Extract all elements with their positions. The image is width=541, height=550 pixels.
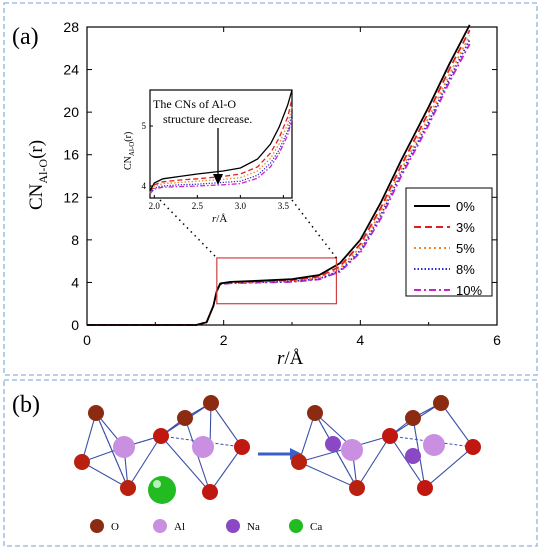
legend-entry: 0% [456,199,475,214]
legend-atom-label: Ca [310,521,322,533]
oxygen-atom [203,395,219,411]
legend-atom-swatch [153,519,167,533]
sodium-atom [325,436,341,452]
inset-x-tick-label: 3.5 [278,201,290,211]
inset-arrow-head [213,174,223,185]
inset-x-tick-label: 2.0 [149,201,161,211]
oxygen-atom [202,484,218,500]
oxygen-atom [120,480,136,496]
legend-entry: 10% [456,283,482,298]
legend-entry: 8% [456,262,475,277]
inset-series-line [149,106,293,193]
panel-a-frame [3,2,538,376]
inset-connector-right [291,199,338,259]
inset-y-axis-label: CNAl-O(r) [123,132,136,170]
highlight-box [216,257,338,305]
inset-y-tick-label: 5 [142,121,147,131]
oxygen-atom [465,439,481,455]
panel-a-label: (a) [12,24,39,50]
inset-series-line [149,118,293,195]
legend-atom-swatch [226,519,240,533]
oxygen-atom [307,405,323,421]
y-tick-label: 12 [63,189,79,205]
inset-ticks: 2.0 2.5 3.0 3.5 4 5 [142,121,290,211]
inset-y-tick-label: 4 [142,181,147,191]
aluminium-atom [113,436,135,458]
y-tick-label: 4 [71,274,79,290]
oxygen-atom [88,405,104,421]
oxygen-atom [153,428,169,444]
structure-after [291,395,481,496]
legend: 0% 3% 5% 8% 10% [405,187,493,298]
oxygen-atom [433,395,449,411]
inset-plot: 2.0 2.5 3.0 3.5 4 5 The CNs of Al-O structure… [123,89,293,225]
oxygen-atom [382,428,398,444]
oxygen-atom [291,454,307,470]
y-tick-label: 8 [71,232,79,248]
series-line [87,24,471,326]
oxygen-atom [177,410,193,426]
main-series-lines [87,24,471,326]
legend-atom-label: O [111,521,119,533]
x-axis-label: r/Å [277,348,304,369]
inset-connector-left [159,199,218,259]
x-tick-label: 6 [493,332,501,348]
atom-legend: O Al Na Ca [90,519,322,533]
oxygen-atom [74,454,90,470]
oxygen-atom [405,410,421,426]
y-tick-label: 28 [63,19,79,35]
legend-entry: 5% [456,241,475,256]
oxygen-atom [234,439,250,455]
aluminium-atom [341,439,363,461]
x-tick-label: 0 [83,332,91,348]
calcium-highlight [153,480,161,488]
inset-series-line [149,98,293,193]
y-axis-label: CNAl-O(r) [26,140,50,210]
panel-b-label: (b) [12,392,40,418]
legend-entry: 3% [456,220,475,235]
x-tick-label: 4 [356,332,364,348]
panel-b-frame [3,379,538,547]
series-line [87,39,471,326]
legend-atom-label: Na [247,521,260,533]
inset-x-tick-label: 3.0 [235,201,247,211]
y-tick-label: 0 [71,317,79,333]
inset-x-axis-label: r/Å [212,213,227,225]
structure-before [74,395,250,504]
x-tick-label: 2 [220,332,228,348]
inset-plot-area [149,89,293,199]
legend-box [405,187,493,297]
inset-series-lines [149,89,293,195]
y-tick-label: 24 [63,62,79,78]
inset-series-line [149,113,293,194]
inset-series-line [149,89,293,192]
calcium-atom [148,476,176,504]
inset-x-tick-label: 2.5 [192,201,204,211]
y-tick-label: 20 [63,104,79,120]
inset-annotation-line2: structure decrease. [163,112,252,126]
oxygen-atom [417,480,433,496]
sodium-atom [405,448,421,464]
legend-atom-swatch [90,519,104,533]
aluminium-atom [423,434,445,456]
aluminium-atom [192,436,214,458]
oxygen-atom [349,480,365,496]
legend-atom-label: Al [174,521,185,533]
inset-annotation-line1: The CNs of Al-O [153,97,236,111]
legend-atom-swatch [289,519,303,533]
y-tick-label: 16 [63,147,79,163]
